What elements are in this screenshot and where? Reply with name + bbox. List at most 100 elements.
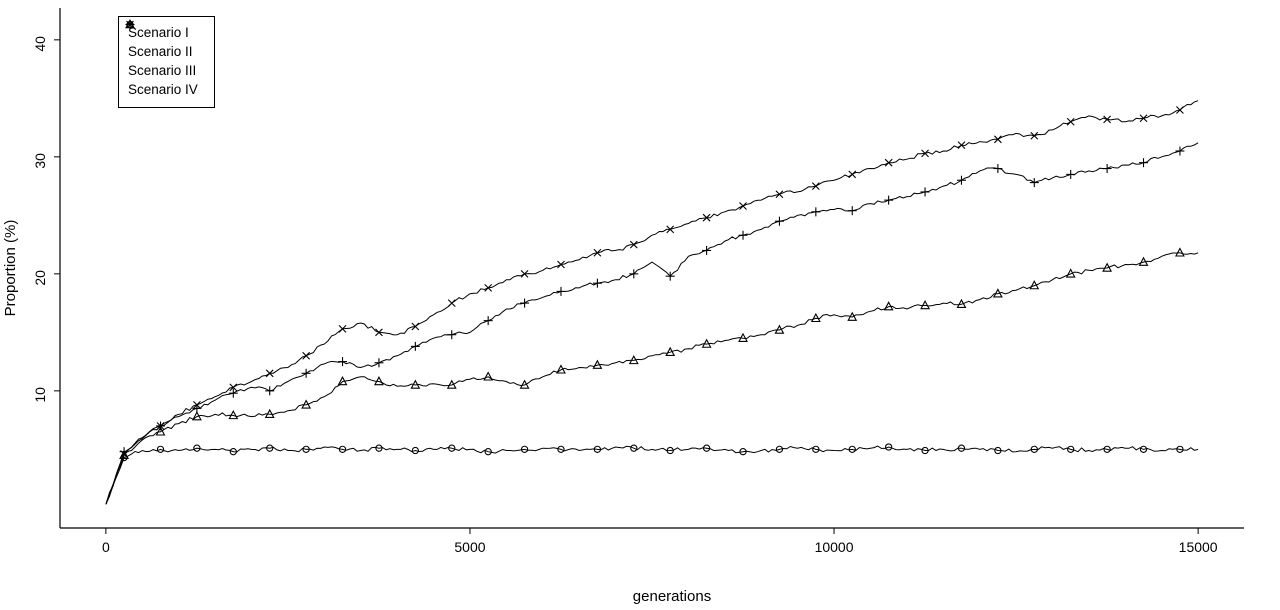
x-tick-label: 10000 xyxy=(815,539,854,555)
marker-triangle-icon xyxy=(1065,268,1076,278)
marker-plus-icon xyxy=(520,298,530,308)
marker-circle-icon xyxy=(1067,445,1075,454)
marker-triangle-icon xyxy=(665,346,676,356)
marker-x-icon xyxy=(338,324,347,333)
marker-triangle-icon xyxy=(1029,280,1040,290)
marker-plus-icon xyxy=(993,164,1003,174)
marker-circle-icon xyxy=(375,444,383,452)
marker-circle-icon xyxy=(557,445,565,454)
marker-plus-icon xyxy=(1102,164,1112,174)
x-tick-label: 0 xyxy=(102,539,110,555)
marker-triangle-icon xyxy=(992,288,1003,298)
marker-x-icon xyxy=(666,225,675,234)
marker-plus-icon xyxy=(301,368,311,378)
marker-plus-icon xyxy=(1175,146,1185,156)
marker-triangle-icon xyxy=(155,426,166,436)
legend-item-scenario-4: Scenario IV xyxy=(126,20,198,99)
marker-circle-icon xyxy=(193,444,201,452)
series-line-scenario-2 xyxy=(105,252,1199,505)
marker-x-icon xyxy=(375,328,383,337)
marker-circle-icon xyxy=(666,446,674,455)
marker-plus-icon xyxy=(665,271,675,281)
marker-plus-icon xyxy=(265,386,275,396)
marker-circle-icon xyxy=(1103,445,1111,454)
x-marker-icon xyxy=(126,20,134,29)
y-tick-label: 20 xyxy=(32,270,48,286)
marker-triangle-icon xyxy=(519,379,530,389)
marker-triangle-icon xyxy=(119,449,129,459)
marker-plus-icon xyxy=(447,330,457,340)
marker-plus-icon xyxy=(774,216,784,226)
legend-label: Scenario II xyxy=(128,44,193,59)
marker-x-icon xyxy=(884,158,893,167)
marker-x-icon xyxy=(1103,115,1111,124)
marker-circle-icon xyxy=(520,445,529,454)
legend-label: Scenario IV xyxy=(128,82,198,97)
marker-plus-icon xyxy=(592,278,602,288)
marker-plus-icon xyxy=(338,357,348,367)
marker-circle-icon xyxy=(156,445,165,454)
marker-circle-icon xyxy=(338,445,347,454)
marker-plus-icon xyxy=(483,316,493,326)
marker-circle-icon xyxy=(593,445,602,454)
marker-x-icon xyxy=(848,170,857,179)
marker-x-icon xyxy=(557,260,565,269)
marker-x-icon xyxy=(520,269,529,278)
x-axis-label: generations xyxy=(633,588,711,605)
marker-triangle-icon xyxy=(483,371,494,381)
series-line-scenario-1 xyxy=(105,445,1199,505)
marker-circle-icon xyxy=(448,444,456,452)
marker-x-icon xyxy=(193,401,201,409)
marker-triangle-icon xyxy=(774,324,785,334)
marker-x-icon xyxy=(229,383,238,392)
marker-plus-icon xyxy=(920,187,930,197)
marker-x-icon xyxy=(739,202,747,210)
marker-circle-icon xyxy=(702,444,711,452)
marker-plus-icon xyxy=(847,206,857,216)
legend-label: Scenario I xyxy=(128,25,189,40)
marker-triangle-icon xyxy=(701,338,712,348)
series-line-scenario-3 xyxy=(105,142,1199,505)
marker-plus-icon xyxy=(228,388,238,398)
marker-x-icon xyxy=(811,182,820,190)
marker-plus-icon xyxy=(702,245,712,255)
marker-x-icon xyxy=(265,369,274,378)
marker-triangle-icon xyxy=(228,409,239,420)
marker-circle-icon xyxy=(848,445,856,454)
marker-circle-icon xyxy=(411,446,419,455)
marker-circle-icon xyxy=(1030,445,1038,454)
marker-circle-icon xyxy=(994,446,1002,455)
marker-x-icon xyxy=(126,20,134,29)
marker-circle-icon xyxy=(775,445,784,454)
series-line-scenario-4 xyxy=(105,100,1199,505)
marker-triangle-icon xyxy=(337,376,348,386)
marker-triangle-icon xyxy=(738,332,748,342)
marker-circle-icon xyxy=(302,445,310,454)
marker-triangle-icon xyxy=(810,312,821,323)
legend-item-scenario-3: Scenario III xyxy=(125,20,198,80)
marker-triangle-icon xyxy=(956,298,967,309)
x-tick-label: 15000 xyxy=(1179,539,1218,555)
marker-triangle-icon xyxy=(446,379,457,389)
marker-circle-icon xyxy=(885,443,893,451)
marker-circle-icon xyxy=(266,444,274,452)
marker-circle-icon xyxy=(739,448,747,456)
marker-triangle-icon xyxy=(556,364,566,374)
marker-x-icon xyxy=(775,190,784,199)
marker-triangle-icon xyxy=(847,311,858,321)
marker-plus-icon xyxy=(556,286,566,296)
marker-triangle-icon xyxy=(1102,262,1113,272)
marker-circle-icon xyxy=(921,446,929,455)
marker-triangle-icon xyxy=(301,399,312,409)
marker-x-icon xyxy=(1139,114,1148,123)
marker-x-icon xyxy=(120,450,128,458)
legend-item-scenario-2: Scenario II xyxy=(125,19,198,61)
marker-x-icon xyxy=(957,141,966,150)
marker-x-icon xyxy=(1066,117,1075,126)
marker-plus-icon xyxy=(410,341,420,351)
y-tick-label: 40 xyxy=(32,36,48,52)
marker-x-icon xyxy=(993,135,1002,144)
marker-x-icon xyxy=(156,422,165,430)
marker-x-icon xyxy=(593,248,602,257)
legend: Scenario I Scenario II Scenario III Scen… xyxy=(118,16,215,108)
